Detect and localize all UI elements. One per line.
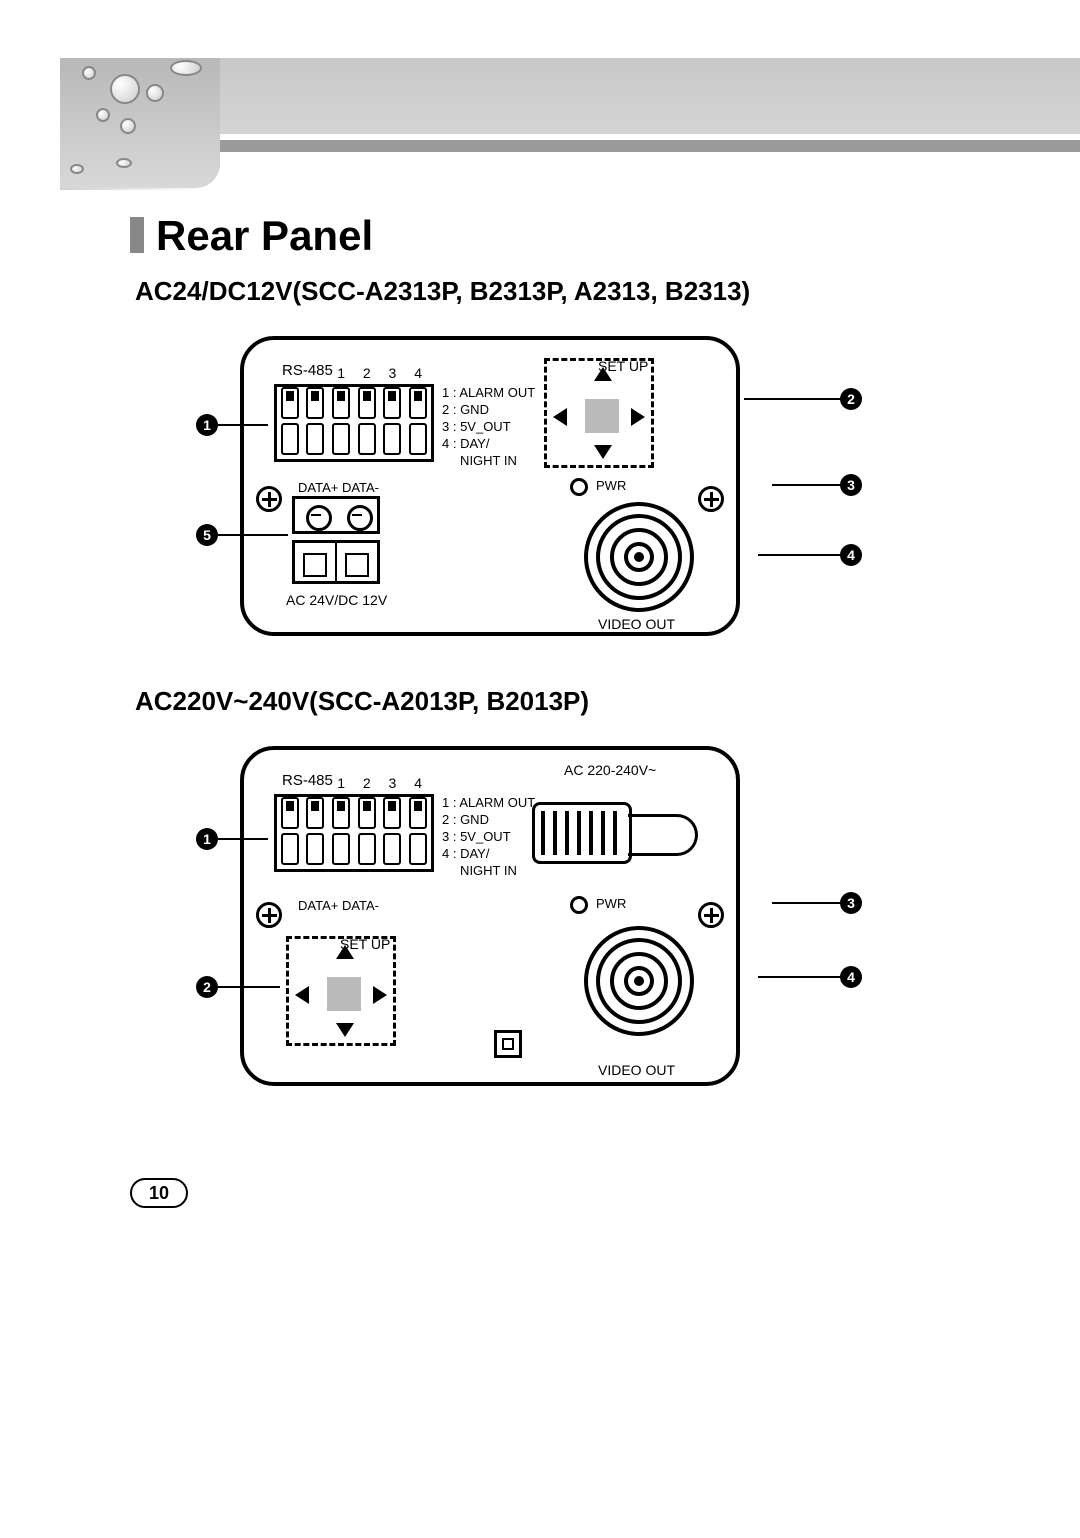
title-text: Rear Panel: [156, 212, 373, 259]
section2-heading: AC220V~240V(SCC-A2013P, B2013P): [135, 686, 589, 717]
callout-line: [758, 554, 844, 556]
callout-2: 2: [196, 976, 218, 998]
dip-numbers: 00 1 2 3 4: [277, 365, 431, 381]
band-top: [200, 58, 1080, 134]
title-bar-icon: [130, 217, 144, 253]
bubbles-graphic: [60, 58, 220, 188]
dpad-center: [585, 399, 619, 433]
bubble-icon: [170, 60, 202, 76]
class-ii-symbol: [494, 1030, 522, 1058]
screw-icon: [698, 902, 724, 928]
dip-switch-block: 00 1 2 3 4: [274, 384, 434, 462]
data-label: DATA+ DATA-: [298, 898, 379, 913]
callout-line: [758, 976, 844, 978]
pwr-label: PWR: [596, 478, 626, 493]
callout-1: 1: [196, 414, 218, 436]
ac220-label: AC 220-240V~: [564, 762, 656, 778]
screw-icon: [256, 486, 282, 512]
dip-row-top: [277, 387, 431, 423]
arrow-down-icon: [336, 1023, 354, 1037]
arrow-right-icon: [373, 986, 387, 1004]
dip-row-bot: [277, 423, 431, 459]
dip-row-bot: [277, 833, 431, 869]
bubble-icon: [116, 158, 132, 168]
callout-line: [218, 534, 288, 536]
bnc-connector: [584, 502, 694, 612]
bubble-icon: [146, 84, 164, 102]
arrow-left-icon: [553, 408, 567, 426]
screw-icon: [256, 902, 282, 928]
dpad-center: [327, 977, 361, 1011]
callout-5: 5: [196, 524, 218, 546]
power-terminal: [292, 496, 380, 584]
pwr-led: [570, 478, 588, 496]
bubble-icon: [120, 118, 136, 134]
callout-1: 1: [196, 828, 218, 850]
pwr-label: PWR: [596, 896, 626, 911]
diagram-2: RS-485 00 1 2 3 4 1 : ALARM OUT 2 : GND …: [200, 738, 820, 1068]
arrow-right-icon: [631, 408, 645, 426]
callout-line: [218, 838, 268, 840]
pwr-led: [570, 896, 588, 914]
data-label: DATA+ DATA-: [298, 480, 379, 495]
setup-dpad: [286, 936, 396, 1046]
header-band: [60, 58, 1080, 188]
panel-outline: RS-485 00 1 2 3 4 1 : ALARM OUT 2 : GND …: [240, 746, 740, 1086]
dip-switch-block: 00 1 2 3 4: [274, 794, 434, 872]
page-number: 10: [130, 1178, 188, 1208]
section1-heading: AC24/DC12V(SCC-A2313P, B2313P, A2313, B2…: [135, 276, 750, 307]
callout-line: [772, 484, 844, 486]
diagram-1: RS-485 00 1 2 3 4 1 : ALARM OUT 2 : GND …: [200, 328, 820, 658]
band-mid: [200, 140, 1080, 152]
callout-line: [218, 424, 268, 426]
screw-icon: [698, 486, 724, 512]
setup-label: SET UP: [598, 358, 648, 374]
dip-row-top: [277, 797, 431, 833]
callout-line: [218, 986, 280, 988]
arrow-left-icon: [295, 986, 309, 1004]
bubble-icon: [96, 108, 110, 122]
page-title: Rear Panel: [130, 212, 373, 260]
bnc-connector: [584, 926, 694, 1036]
bubble-icon: [70, 164, 84, 174]
arrow-down-icon: [594, 445, 612, 459]
alarm-label: 1 : ALARM OUT 2 : GND 3 : 5V_OUT 4 : DAY…: [442, 794, 535, 879]
ac-label: AC 24V/DC 12V: [286, 592, 387, 608]
video-out-label: VIDEO OUT: [598, 1062, 675, 1078]
bubble-icon: [82, 66, 96, 80]
panel-outline: RS-485 00 1 2 3 4 1 : ALARM OUT 2 : GND …: [240, 336, 740, 636]
bubble-icon: [110, 74, 140, 104]
alarm-label: 1 : ALARM OUT 2 : GND 3 : 5V_OUT 4 : DAY…: [442, 384, 535, 469]
dip-numbers: 00 1 2 3 4: [277, 775, 431, 791]
setup-dpad: [544, 358, 654, 468]
callout-line: [744, 398, 844, 400]
video-out-label: VIDEO OUT: [598, 616, 675, 632]
setup-label: SET UP: [340, 936, 390, 952]
ac-plug: [532, 782, 702, 872]
callout-line: [772, 902, 844, 904]
